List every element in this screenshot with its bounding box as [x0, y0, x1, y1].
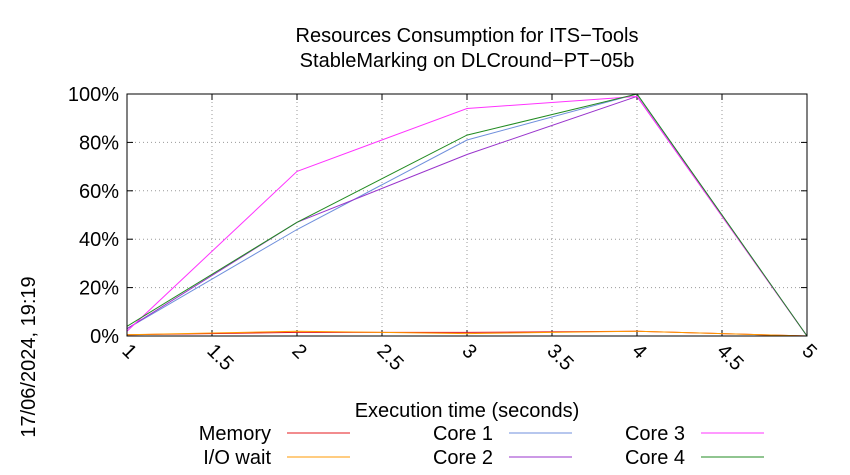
x-tick-label: 2.5 — [372, 340, 407, 375]
x-tick-label: 3.5 — [542, 340, 577, 375]
y-tick-label: 100% — [68, 84, 119, 106]
series-line-core-4 — [126, 93, 808, 337]
x-tick-label: 4 — [627, 340, 650, 363]
x-tick-label: 5 — [797, 340, 820, 363]
legend-label-core-4: Core 4 — [625, 447, 685, 469]
x-tick-label: 4.5 — [712, 340, 747, 375]
x-axis-label: Execution time (seconds) — [355, 400, 580, 422]
y-tick-label: 80% — [79, 132, 119, 154]
y-tick-label: 0% — [90, 326, 119, 348]
chart-subtitle: StableMarking on DLCround−PT−05b — [300, 50, 635, 72]
x-tick-labels: 1 1.5 2 2.5 3 3.5 4 4.5 5 — [117, 340, 820, 375]
x-tick-label: 1.5 — [202, 340, 237, 375]
y-tick-label: 40% — [79, 229, 119, 251]
series-line-core-2 — [126, 95, 808, 337]
y-tick-label: 60% — [79, 181, 119, 203]
legend-label-i-o-wait: I/O wait — [203, 447, 271, 469]
x-tick-label: 2 — [287, 340, 310, 363]
x-tick-label: 1 — [117, 340, 140, 363]
legend-label-core-1: Core 1 — [433, 423, 493, 445]
plot-series — [126, 93, 808, 337]
y-tick-label: 20% — [79, 278, 119, 300]
plot-frame — [126, 93, 808, 337]
x-tick-label: 3 — [457, 340, 480, 363]
chart-title: Resources Consumption for ITS−Tools — [296, 25, 639, 47]
series-line-core-3 — [126, 95, 808, 337]
legend-label-memory: Memory — [199, 423, 271, 445]
timestamp-label: 17/06/2024, 19:19 — [18, 276, 40, 437]
legend-label-core-2: Core 2 — [433, 447, 493, 469]
series-line-i-o-wait — [126, 330, 808, 337]
legend-label-core-3: Core 3 — [625, 423, 685, 445]
grid — [126, 93, 808, 337]
y-tick-labels: 0% 20% 40% 60% 80% 100% — [68, 84, 119, 348]
